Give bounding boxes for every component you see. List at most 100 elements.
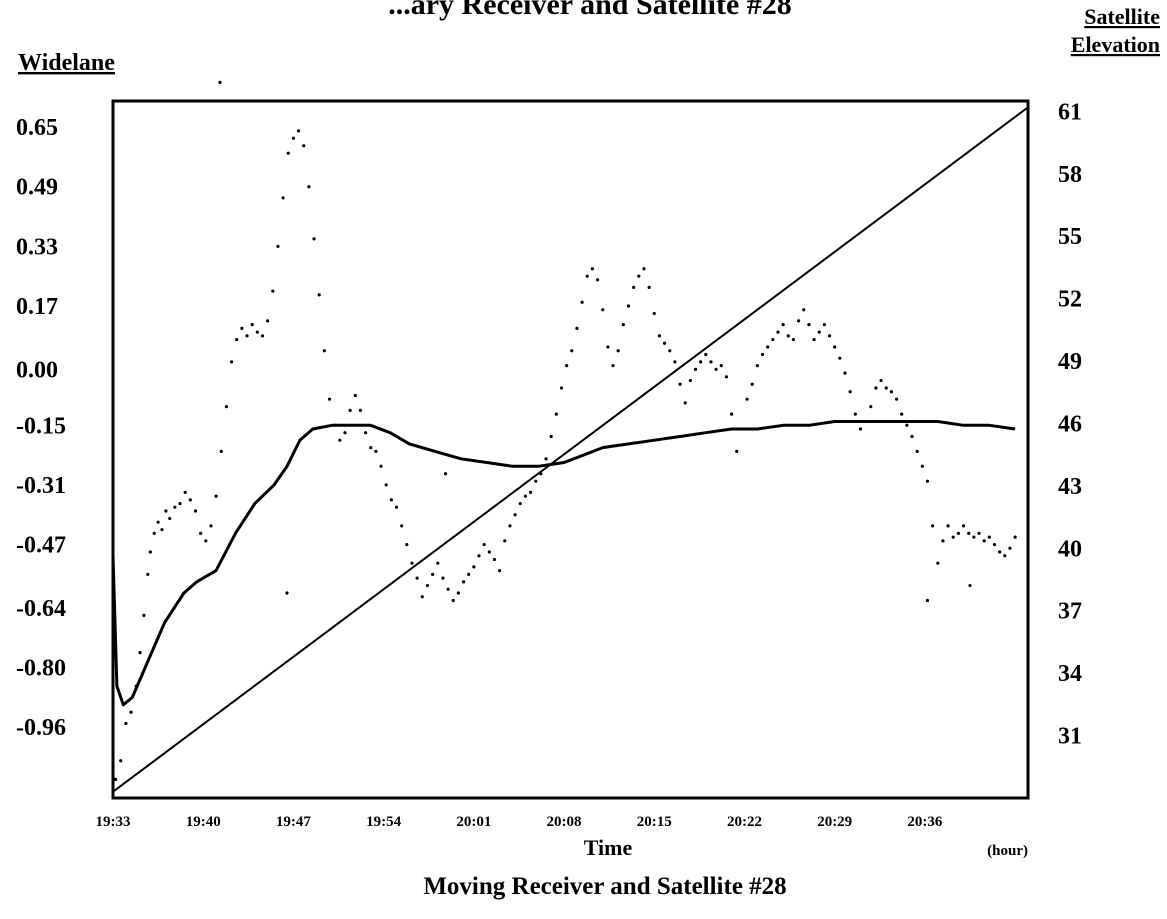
widelane-dot [853,412,857,416]
x-tick-label: 19:54 [366,814,401,830]
y-right-tick-label: 49 [1058,349,1082,375]
widelane-dot [910,434,914,439]
widelane-dot [688,378,692,383]
widelane-dot [699,360,703,364]
widelane-dot [302,144,306,148]
widelane-dot [129,710,133,714]
y-right-tick-label: 31 [1058,724,1082,750]
widelane-dot [148,550,152,554]
widelane-dot [482,542,486,547]
widelane-dot [709,360,713,364]
widelane-dot [822,323,826,327]
widelane-dot [884,386,888,390]
widelane-dot [255,330,259,334]
widelane-dot [436,561,440,565]
widelane-dot [431,572,435,576]
widelane-dot [142,613,146,617]
widelane-dot [528,490,533,494]
widelane-dot [260,334,265,338]
widelane-dot [601,308,605,312]
x-tick-label: 19:47 [276,814,311,830]
widelane-dot [405,542,409,547]
widelane-dot [802,308,806,312]
widelane-dot [992,542,997,547]
widelane-dot [285,591,289,595]
widelane-dot [797,319,801,323]
widelane-dot [760,352,765,357]
widelane-dot [508,524,512,528]
widelane-dot [420,595,424,599]
top-title-fragment: ...ary Receiver and Satellite #28 [388,0,792,21]
widelane-dot [224,405,229,409]
x-tick-label: 20:08 [547,814,582,830]
y-left-tick-label: -0.47 [16,533,66,559]
y-right-label-line1: Satellite [1084,4,1160,29]
y-left-tick-label: -0.15 [16,413,66,439]
x-tick-label: 20:01 [456,814,491,830]
satellite-elevation-line [112,106,1029,793]
widelane-dot [982,539,986,543]
widelane-dot [477,554,481,558]
widelane-dot [369,446,373,450]
widelane-dot [642,267,646,271]
widelane-dot [266,319,270,323]
widelane-dot [235,337,239,342]
widelane-dot [498,569,502,573]
widelane-dot [827,334,832,338]
widelane-dot [833,345,837,349]
widelane-dot [729,412,734,416]
x-tick-label: 20:36 [907,814,942,830]
widelane-dot [812,337,816,342]
widelane-dot [972,535,976,539]
y-left-ticks: 0.65 0.49 0.33 0.17 0.00 -0.15 -0.31 -0.47 -0.64… [16,115,66,741]
widelane-dot [327,397,332,401]
y-left-tick-label: -0.96 [16,715,66,741]
widelane-dot [925,598,930,603]
y-right-tick-label: 61 [1058,99,1082,125]
x-tick-label: 20:29 [817,814,852,830]
widelane-dot [967,531,971,535]
widelane-dot [595,278,600,282]
y-right-ticks: 61 58 55 52 49 46 43 40 37 34 31 [1058,99,1082,749]
widelane-dot [611,364,615,368]
widelane-dot [848,390,852,394]
widelane-dot [585,274,589,278]
y-left-tick-label: 0.17 [16,294,58,320]
widelane-dot [657,334,662,338]
widelane-dot [446,587,450,591]
widelane-dot [987,535,991,539]
y-right-tick-label: 43 [1058,474,1082,500]
y-right-tick-label: 40 [1058,536,1082,562]
widelane-dot [441,576,445,580]
widelane-dot [637,274,641,278]
widelane-dot [858,427,863,431]
widelane-dot [869,405,873,409]
widelane-dot [807,323,811,327]
widelane-dot [915,449,919,453]
widelane-dot [291,136,296,140]
widelane-dot [771,337,775,342]
widelane-dot [178,501,182,506]
plot-frame [111,99,1030,800]
widelane-dot [492,557,497,562]
widelane-dot [124,721,128,726]
widelane-dot [193,509,198,513]
widelane-dot [570,349,574,353]
y-left-tick-label: 0.49 [16,175,58,201]
x-tick-label: 19:40 [186,814,221,830]
widelane-dot [941,539,945,543]
x-axis-label: Time [584,835,633,860]
widelane-dot [977,531,981,535]
widelane-dots-series [113,80,1017,781]
widelane-dot [626,304,631,308]
widelane-dot [240,326,244,330]
widelane-dot [719,364,723,368]
widelane-dot [998,550,1002,554]
widelane-dot [580,300,584,304]
widelane-dot [276,244,280,248]
widelane-dot [472,565,476,569]
widelane-dot [271,289,275,293]
series-layer [111,80,1029,793]
y-right-tick-label: 52 [1058,287,1082,313]
